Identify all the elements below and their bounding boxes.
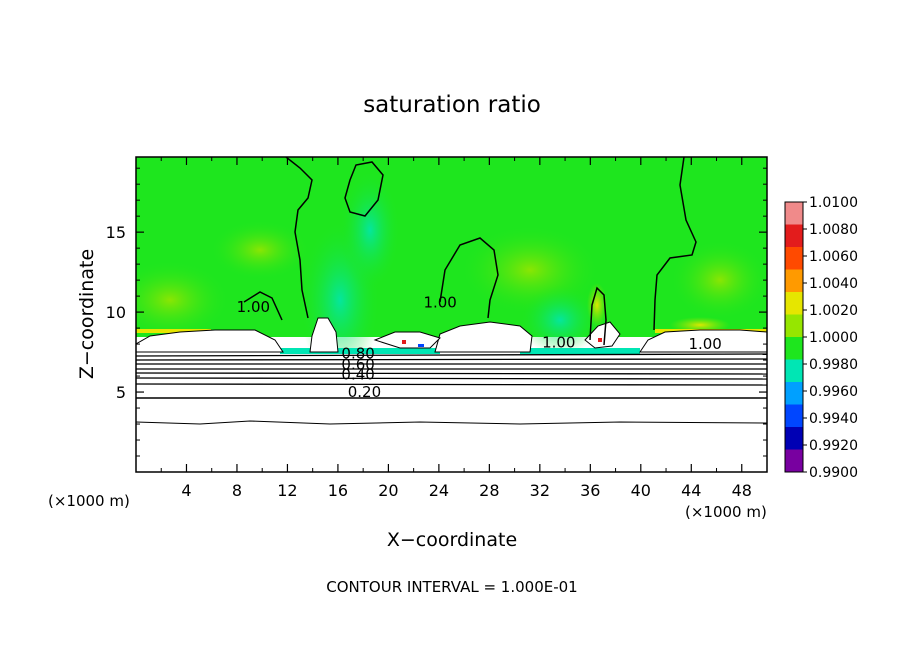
contour-labels: 0.200.400.600.80 1.00 1.00 1.00 1.00 bbox=[237, 293, 722, 401]
cloud-blob bbox=[434, 321, 533, 353]
plot-frame bbox=[135, 156, 768, 473]
contour-label: 0.60 bbox=[341, 356, 374, 374]
contour-label: 1.00 bbox=[688, 335, 721, 353]
cloud-base-band bbox=[520, 348, 640, 354]
colorbar-swatch bbox=[785, 427, 803, 450]
contour-label: 0.80 bbox=[341, 344, 374, 362]
colorbar-swatch bbox=[785, 202, 803, 225]
x-tick-label: 48 bbox=[732, 481, 752, 500]
contour-1.00 bbox=[243, 157, 697, 346]
colorbar-swatch bbox=[785, 337, 803, 360]
x-unit-label-right: (×1000 m) bbox=[685, 503, 767, 521]
field-speck bbox=[418, 344, 424, 347]
chart-title: saturation ratio bbox=[363, 92, 541, 118]
cloud-blob bbox=[584, 321, 621, 349]
colorbar-label: 1.0020 bbox=[809, 303, 858, 319]
plot-area bbox=[136, 157, 767, 472]
field-lower-white bbox=[136, 354, 767, 472]
colorbar-swatch bbox=[785, 404, 803, 427]
colorbar-label: 0.9960 bbox=[809, 384, 858, 400]
cloud-top-band bbox=[136, 329, 211, 333]
x-tick-label: 28 bbox=[479, 481, 499, 500]
field-lime-patch bbox=[136, 260, 230, 340]
field-speck bbox=[598, 338, 602, 342]
x-tick-label: 24 bbox=[429, 481, 449, 500]
x-tick-label: 40 bbox=[631, 481, 651, 500]
colorbar-swatch bbox=[785, 224, 803, 247]
x-unit-label-left: (×1000 m) bbox=[48, 492, 130, 510]
field-speck bbox=[402, 340, 406, 344]
contour-label: 1.00 bbox=[423, 293, 456, 311]
colorbar-label: 1.0000 bbox=[809, 330, 858, 346]
colorbar-label: 0.9900 bbox=[809, 465, 858, 481]
field-lime-patch bbox=[210, 220, 310, 280]
y-tick-label: 10 bbox=[106, 303, 126, 322]
x-tick-label: 16 bbox=[328, 481, 348, 500]
colorbar-swatch bbox=[785, 314, 803, 337]
y-tick-label: 15 bbox=[106, 223, 126, 242]
contour-label: 0.20 bbox=[348, 383, 381, 401]
cloud-blob bbox=[639, 329, 767, 353]
cloud-blob bbox=[136, 329, 284, 353]
field-lime-patch bbox=[670, 240, 767, 320]
colorbar-label: 1.0080 bbox=[809, 222, 858, 238]
contour-horizontal-lines bbox=[136, 353, 767, 425]
colorbar-label: 0.9940 bbox=[809, 411, 858, 427]
x-tick-label: 44 bbox=[681, 481, 701, 500]
colorbar-swatch bbox=[785, 359, 803, 382]
y-axis: 5 10 15 bbox=[106, 167, 767, 457]
x-tick-label: 32 bbox=[530, 481, 550, 500]
x-tick-label: 12 bbox=[277, 481, 297, 500]
colorbar: 1.0100 1.0080 1.0060 1.0040 1.0020 1.0000 0.99… bbox=[784, 195, 858, 481]
colorbar-label: 1.0100 bbox=[809, 195, 858, 211]
cloud-base-band bbox=[280, 348, 440, 354]
colorbar-label: 1.0040 bbox=[809, 276, 858, 292]
contour-label: 1.00 bbox=[542, 333, 575, 351]
cloud-blob bbox=[309, 317, 339, 353]
colorbar-swatch bbox=[785, 247, 803, 270]
colorbar-swatch bbox=[785, 449, 803, 472]
contour-interval-note: CONTOUR INTERVAL = 1.000E-01 bbox=[326, 578, 577, 596]
colorbar-label: 0.9920 bbox=[809, 438, 858, 454]
field-teal-plume bbox=[340, 170, 400, 290]
colorbar-label: 1.0060 bbox=[809, 249, 858, 265]
y-tick-label: 5 bbox=[116, 383, 126, 402]
colorbar-swatch bbox=[785, 292, 803, 315]
x-axis-label: X−coordinate bbox=[387, 529, 517, 551]
x-axis: 4 8 12 16 20 24 28 32 36 40 44 48 bbox=[160, 157, 752, 500]
x-tick-label: 20 bbox=[378, 481, 398, 500]
field-teal-plume bbox=[520, 285, 600, 355]
colorbar-label: 0.9980 bbox=[809, 357, 858, 373]
colorbar-swatch bbox=[785, 382, 803, 405]
x-tick-label: 8 bbox=[232, 481, 242, 500]
x-tick-label: 4 bbox=[181, 481, 191, 500]
contour-label: 0.40 bbox=[341, 365, 374, 383]
contour-label: 1.00 bbox=[237, 298, 270, 316]
colorbar-swatch bbox=[785, 269, 803, 292]
x-tick-label: 36 bbox=[580, 481, 600, 500]
y-axis-label: Z−coordinate bbox=[76, 249, 98, 379]
